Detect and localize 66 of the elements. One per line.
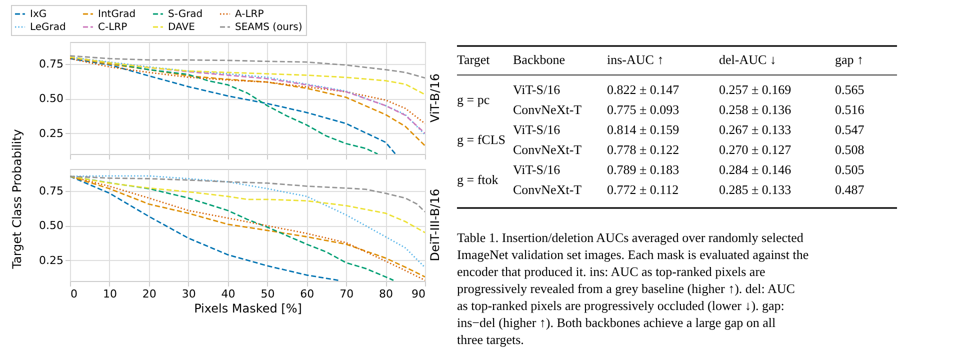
x-tick-label: 90 [412, 288, 426, 300]
text: 0.505 [835, 162, 864, 177]
text: Target [457, 52, 490, 67]
text: 0.267 ± 0.133 [719, 122, 792, 137]
text: gap ↑ [835, 52, 864, 67]
caption: Table 1. Insertion/deletion AUCs averaged over randomly selected ImageNet validation set images. Each mask is evaluated against the encoder that produced it. ins: AUC as top-ranked pixels are progressively revealed from a grey baseline (higher ↑). del: AUC as top-ranked pixels are progressively occluded (lower ↓). gap: ins−del (higher ↑). Both backbones achieve a large gap on all three targets. [457, 230, 809, 347]
text: 0.775 ± 0.093 [607, 102, 680, 117]
text: ConvNeXt-T [513, 102, 582, 117]
legend-label: IxG [30, 9, 47, 20]
text: 0.772 ± 0.112 [607, 182, 679, 197]
x-tick-label: 40 [221, 288, 236, 300]
text: ViT-S/16 [513, 82, 561, 97]
text: 0.789 ± 0.183 [607, 162, 680, 177]
text: 0.822 ± 0.147 [607, 82, 680, 97]
x-tick-label: 30 [182, 288, 196, 300]
text: 0.778 ± 0.122 [607, 142, 680, 157]
x-axis-title: Pixels Masked [%] [194, 302, 302, 316]
text: g = pc [457, 92, 490, 107]
text: 0.284 ± 0.146 [719, 162, 792, 177]
text: ConvNeXt-T [513, 142, 582, 157]
text: 0.270 ± 0.127 [719, 142, 792, 157]
legend-label: IntGrad [98, 9, 136, 20]
legend-label: S-Grad [168, 9, 203, 20]
x-tick-label: 70 [340, 288, 354, 300]
x-tick-label: 80 [379, 288, 394, 300]
text: ViT-S/16 [513, 162, 561, 177]
x-tick-label: 0 [70, 288, 78, 300]
y-axis-title: Target Class Probability [10, 129, 24, 270]
y-tick-label: 0.25 [39, 126, 64, 140]
text: 0.257 ± 0.169 [719, 82, 792, 97]
text: Backbone [513, 52, 566, 67]
text: 0.487 [835, 182, 865, 197]
x-tick-label: 50 [260, 288, 275, 300]
text: 0.547 [835, 122, 865, 137]
y-tick-label: 0.50 [39, 219, 64, 232]
line-series [70, 55, 425, 79]
y-tick-label: 0.50 [39, 92, 64, 106]
y2-axis-title: DeiT-III-B/16 [428, 188, 442, 262]
text: del-AUC ↓ [719, 52, 776, 67]
legend-label: C-LRP [98, 22, 128, 33]
text: 0.285 ± 0.133 [719, 182, 792, 197]
text: g = ftok [457, 172, 499, 187]
legend-label: A-LRP [235, 9, 264, 20]
y-tick-label: 0.25 [39, 254, 64, 267]
legend-label: SEAMS (ours) [235, 22, 302, 33]
line-series [70, 176, 339, 281]
line-series [70, 176, 425, 234]
text: 0.565 [835, 82, 864, 97]
x-tick-label: 10 [102, 288, 117, 300]
text: 0.814 ± 0.159 [607, 122, 680, 137]
text: g = fCLS [457, 132, 506, 147]
text: ConvNeXt-T [513, 182, 582, 197]
x-tick-label: 60 [300, 288, 314, 300]
line-series [70, 176, 425, 213]
text: 0.258 ± 0.136 [719, 102, 792, 117]
legend-label: LeGrad [30, 22, 66, 33]
y2-axis-title: ViT-B/16 [428, 74, 442, 122]
legend-label: DAVE [168, 22, 195, 33]
y-tick-label: 0.75 [39, 184, 64, 198]
x-tick-label: 20 [142, 288, 156, 300]
text: ViT-S/16 [513, 122, 561, 137]
text: 0.508 [835, 142, 864, 157]
y-tick-label: 0.75 [39, 58, 64, 71]
text: ins-AUC ↑ [607, 52, 664, 67]
text: 0.516 [835, 102, 865, 117]
line-series [70, 56, 425, 96]
